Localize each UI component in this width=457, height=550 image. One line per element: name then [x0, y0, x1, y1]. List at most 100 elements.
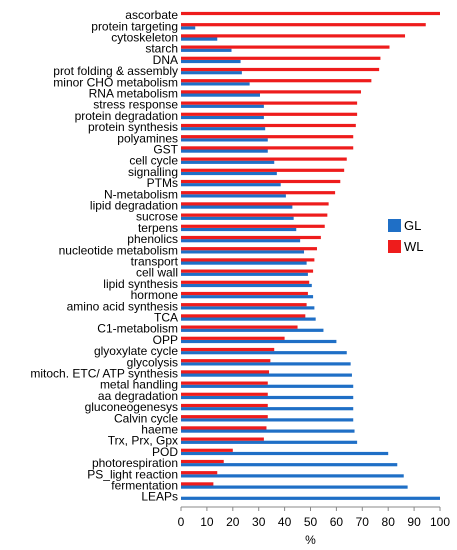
- x-tick-label: 20: [226, 515, 240, 529]
- category-label: metal handling: [100, 378, 178, 392]
- bar-wl-23: [181, 269, 314, 273]
- bar-gl-42: [181, 485, 408, 489]
- bar-gl-16: [181, 194, 286, 198]
- bar-wl-26: [181, 303, 307, 307]
- bar-wl-36: [181, 415, 268, 419]
- bar-wl-18: [181, 213, 328, 217]
- bar-gl-27: [181, 317, 316, 321]
- bar-wl-33: [181, 381, 268, 385]
- bar-gl-9: [181, 115, 264, 120]
- category-label: phenolics: [127, 232, 178, 246]
- category-label: transport: [131, 255, 179, 269]
- bar-wl-9: [181, 112, 358, 116]
- category-label: GST: [153, 143, 178, 157]
- bar-gl-31: [181, 362, 351, 366]
- category-label: aa degradation: [98, 389, 178, 403]
- bar-gl-21: [181, 250, 305, 254]
- bar-wl-8: [181, 101, 358, 105]
- bar-wl-10: [181, 123, 356, 128]
- bar-wl-17: [181, 202, 329, 206]
- bar-wl-34: [181, 392, 268, 396]
- bar-gl-26: [181, 306, 315, 310]
- bar-wl-21: [181, 247, 317, 251]
- category-label: starch: [145, 42, 178, 56]
- category-label: N-metabolism: [104, 187, 178, 201]
- category-label: stress response: [93, 98, 178, 112]
- x-tick-label: 30: [252, 515, 266, 529]
- category-label: cell wall: [136, 266, 178, 280]
- bar-wl-29: [181, 336, 285, 340]
- bar-gl-38: [181, 440, 358, 444]
- bar-gl-12: [181, 149, 268, 153]
- bar-gl-6: [181, 82, 250, 86]
- x-tick-label: 50: [304, 515, 318, 529]
- bar-wl-14: [181, 168, 345, 172]
- bar-gl-19: [181, 227, 297, 232]
- bar-gl-33: [181, 384, 354, 388]
- bar-wl-24: [181, 280, 310, 284]
- x-tick-label: 0: [178, 515, 185, 529]
- category-label: hormone: [131, 288, 179, 302]
- category-label: TCA: [154, 311, 178, 325]
- bar-gl-41: [181, 474, 404, 478]
- category-label: fermentation: [111, 479, 178, 493]
- legend-label-gl: GL: [404, 218, 421, 233]
- bar-wl-32: [181, 370, 270, 374]
- bar-wl-28: [181, 325, 298, 329]
- bar-wl-11: [181, 135, 354, 139]
- bar-gl-25: [181, 295, 314, 299]
- category-label: lipid degradation: [90, 199, 178, 213]
- bar-wl-12: [181, 146, 354, 150]
- bar-wl-0: [181, 11, 440, 16]
- bar-wl-15: [181, 179, 341, 184]
- bar-wl-37: [181, 426, 267, 430]
- bar-wl-2: [181, 34, 406, 38]
- bar-gl-11: [181, 138, 268, 142]
- legend: GL WL: [388, 218, 424, 254]
- bar-wl-35: [181, 403, 268, 408]
- bar-wl-1: [181, 23, 426, 27]
- bar-gl-40: [181, 463, 398, 467]
- x-tick-label: 60: [330, 515, 344, 529]
- bar-gl-22: [181, 261, 307, 265]
- bar-gl-10: [181, 127, 266, 131]
- x-tick-label: 100: [430, 515, 450, 529]
- bar-gl-24: [181, 283, 312, 288]
- category-label: Trx, Prx, Gpx: [108, 434, 178, 448]
- bar-gl-36: [181, 418, 354, 422]
- bar-gl-20: [181, 239, 301, 243]
- bar-gl-29: [181, 339, 337, 344]
- category-label: photorespiration: [92, 456, 178, 470]
- category-label: cell cycle: [129, 154, 178, 168]
- category-label: prot folding & assembly: [53, 64, 178, 78]
- bar-gl-1: [181, 26, 196, 30]
- category-label: protein degradation: [75, 109, 178, 123]
- x-tick-label: 70: [356, 515, 370, 529]
- bar-gl-35: [181, 407, 354, 411]
- x-axis-label: %: [305, 533, 316, 547]
- bar-wl-7: [181, 90, 362, 94]
- bar-wl-6: [181, 79, 372, 83]
- bar-wl-40: [181, 459, 224, 464]
- category-label: sucrose: [136, 210, 178, 224]
- bar-gl-28: [181, 328, 324, 332]
- legend-swatch-gl: [388, 219, 401, 232]
- bar-wl-25: [181, 291, 308, 296]
- bar-wl-16: [181, 191, 336, 195]
- bar-gl-30: [181, 351, 347, 355]
- bar-gl-7: [181, 93, 260, 97]
- bar-gl-32: [181, 373, 352, 377]
- bar-wl-42: [181, 482, 214, 486]
- category-label: RNA metabolism: [89, 87, 178, 101]
- category-label: mitoch. ETC/ ATP synthesis: [30, 367, 178, 381]
- category-label: Calvin cycle: [114, 411, 178, 425]
- bar-gl-15: [181, 183, 281, 187]
- category-label: DNA: [153, 53, 178, 67]
- bar-wl-3: [181, 45, 390, 49]
- bar-gl-2: [181, 37, 218, 41]
- bar-wl-22: [181, 258, 315, 262]
- bar-gl-14: [181, 171, 277, 176]
- bar-gl-4: [181, 59, 241, 64]
